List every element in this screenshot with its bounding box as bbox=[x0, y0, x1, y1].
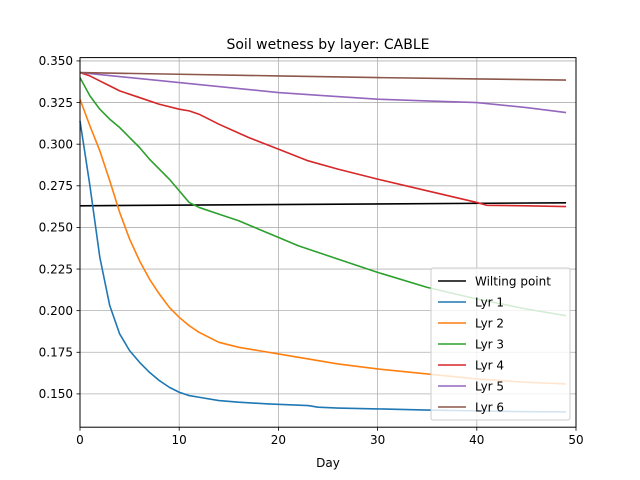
series-line-lyr-1 bbox=[79, 120, 567, 413]
legend-label-lyr-5: Lyr 5 bbox=[475, 379, 504, 393]
y-tick-label: 0.300 bbox=[39, 137, 73, 151]
legend-label-lyr-6: Lyr 6 bbox=[475, 400, 504, 414]
series-line-lyr-5 bbox=[79, 71, 567, 114]
x-axis-label: Day bbox=[316, 456, 340, 470]
series-line-lyr-4 bbox=[79, 71, 567, 208]
series-line-lyr-3 bbox=[79, 77, 567, 317]
x-tick-label: 50 bbox=[568, 433, 583, 447]
plot-frame bbox=[79, 57, 577, 428]
x-tick-label: 40 bbox=[469, 433, 484, 447]
y-tick-label: 0.325 bbox=[39, 96, 73, 110]
legend-label-lyr-2: Lyr 2 bbox=[475, 316, 504, 330]
legend-frame bbox=[430, 267, 571, 421]
y-tick-label: 0.275 bbox=[39, 179, 73, 193]
y-tick-label: 0.175 bbox=[39, 346, 73, 360]
x-tick-label: 0 bbox=[76, 433, 84, 447]
series-lines bbox=[79, 71, 567, 413]
legend-label-wilting-point: Wilting point bbox=[475, 274, 551, 288]
ticks: 0 10 20 30 40 50 0.150 0.175 0.200 0.225 0.250 0.27… bbox=[39, 54, 584, 447]
legend: Wilting point Lyr 1 Lyr 2 Lyr 3 Lyr 4 Lyr 5 Ly… bbox=[430, 267, 571, 421]
chart-title: Soil wetness by layer: CABLE bbox=[226, 37, 429, 53]
series-line-wilting-point bbox=[79, 201, 567, 207]
series-line-lyr-2 bbox=[79, 98, 567, 385]
y-tick-label: 0.225 bbox=[39, 262, 73, 276]
legend-label-lyr-4: Lyr 4 bbox=[475, 358, 504, 372]
y-tick-label: 0.250 bbox=[39, 221, 73, 235]
legend-label-lyr-1: Lyr 1 bbox=[475, 295, 504, 309]
series-line-lyr-6 bbox=[79, 71, 567, 81]
y-tick-label: 0.350 bbox=[39, 54, 73, 68]
y-tick-label: 0.200 bbox=[39, 304, 73, 318]
x-tick-label: 20 bbox=[271, 433, 286, 447]
x-tick-label: 10 bbox=[172, 433, 187, 447]
y-tick-label: 0.150 bbox=[39, 387, 73, 401]
x-tick-label: 30 bbox=[370, 433, 385, 447]
legend-label-lyr-3: Lyr 3 bbox=[475, 337, 504, 351]
